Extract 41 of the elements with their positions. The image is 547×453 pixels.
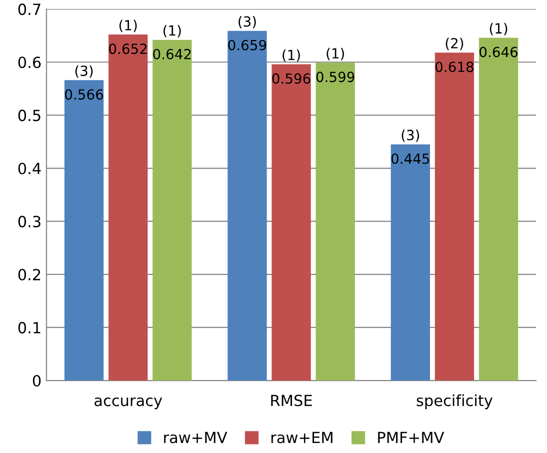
- x-tick-label: RMSE: [271, 394, 312, 406]
- data-label: 0.566: [65, 89, 104, 100]
- bar: [152, 40, 192, 381]
- annotation: (2): [446, 38, 464, 50]
- y-tick-label: 0.1: [18, 322, 40, 334]
- data-label: 0.659: [228, 40, 266, 50]
- x-tick-label: specificity: [416, 394, 493, 410]
- y-tick-label: 0: [32, 374, 41, 387]
- data-label: 0.646: [480, 46, 518, 58]
- y-tick-label: 0.7: [18, 4, 40, 16]
- y-tick-label: 0.5: [18, 110, 40, 122]
- data-label: 0.445: [391, 153, 430, 164]
- bar: [316, 62, 355, 381]
- annotation: (1): [490, 22, 508, 36]
- data-label: 0.642: [153, 48, 191, 60]
- y-tick-label: 0.3: [18, 216, 40, 228]
- data-label: 0.596: [272, 73, 310, 84]
- annotation: (1): [326, 48, 344, 60]
- bar: [228, 30, 267, 381]
- legend-label: PMF+MV: [378, 432, 444, 444]
- y-tick-label: 0.4: [18, 162, 41, 174]
- legend-label: raw+EM: [271, 432, 332, 444]
- bar: [478, 38, 518, 381]
- data-label: 0.618: [436, 62, 474, 72]
- data-label: 0.599: [316, 72, 354, 82]
- legend-label: raw+MV: [164, 432, 228, 444]
- annotation: (3): [75, 65, 93, 78]
- annotation: (1): [282, 49, 300, 62]
- bar: [390, 144, 430, 381]
- annotation: (3): [238, 16, 256, 28]
- bar: [272, 64, 311, 381]
- data-label: 0.652: [109, 44, 147, 54]
- bar: [434, 52, 474, 381]
- annotation: (1): [119, 20, 137, 32]
- annotation: (1): [164, 25, 181, 38]
- y-tick-label: 0.6: [18, 56, 41, 68]
- annotation: (3): [402, 130, 420, 142]
- bar: [64, 80, 104, 381]
- x-tick-label: accuracy: [94, 397, 162, 410]
- bar: [108, 34, 148, 381]
- y-tick-label: 0.2: [18, 268, 40, 280]
